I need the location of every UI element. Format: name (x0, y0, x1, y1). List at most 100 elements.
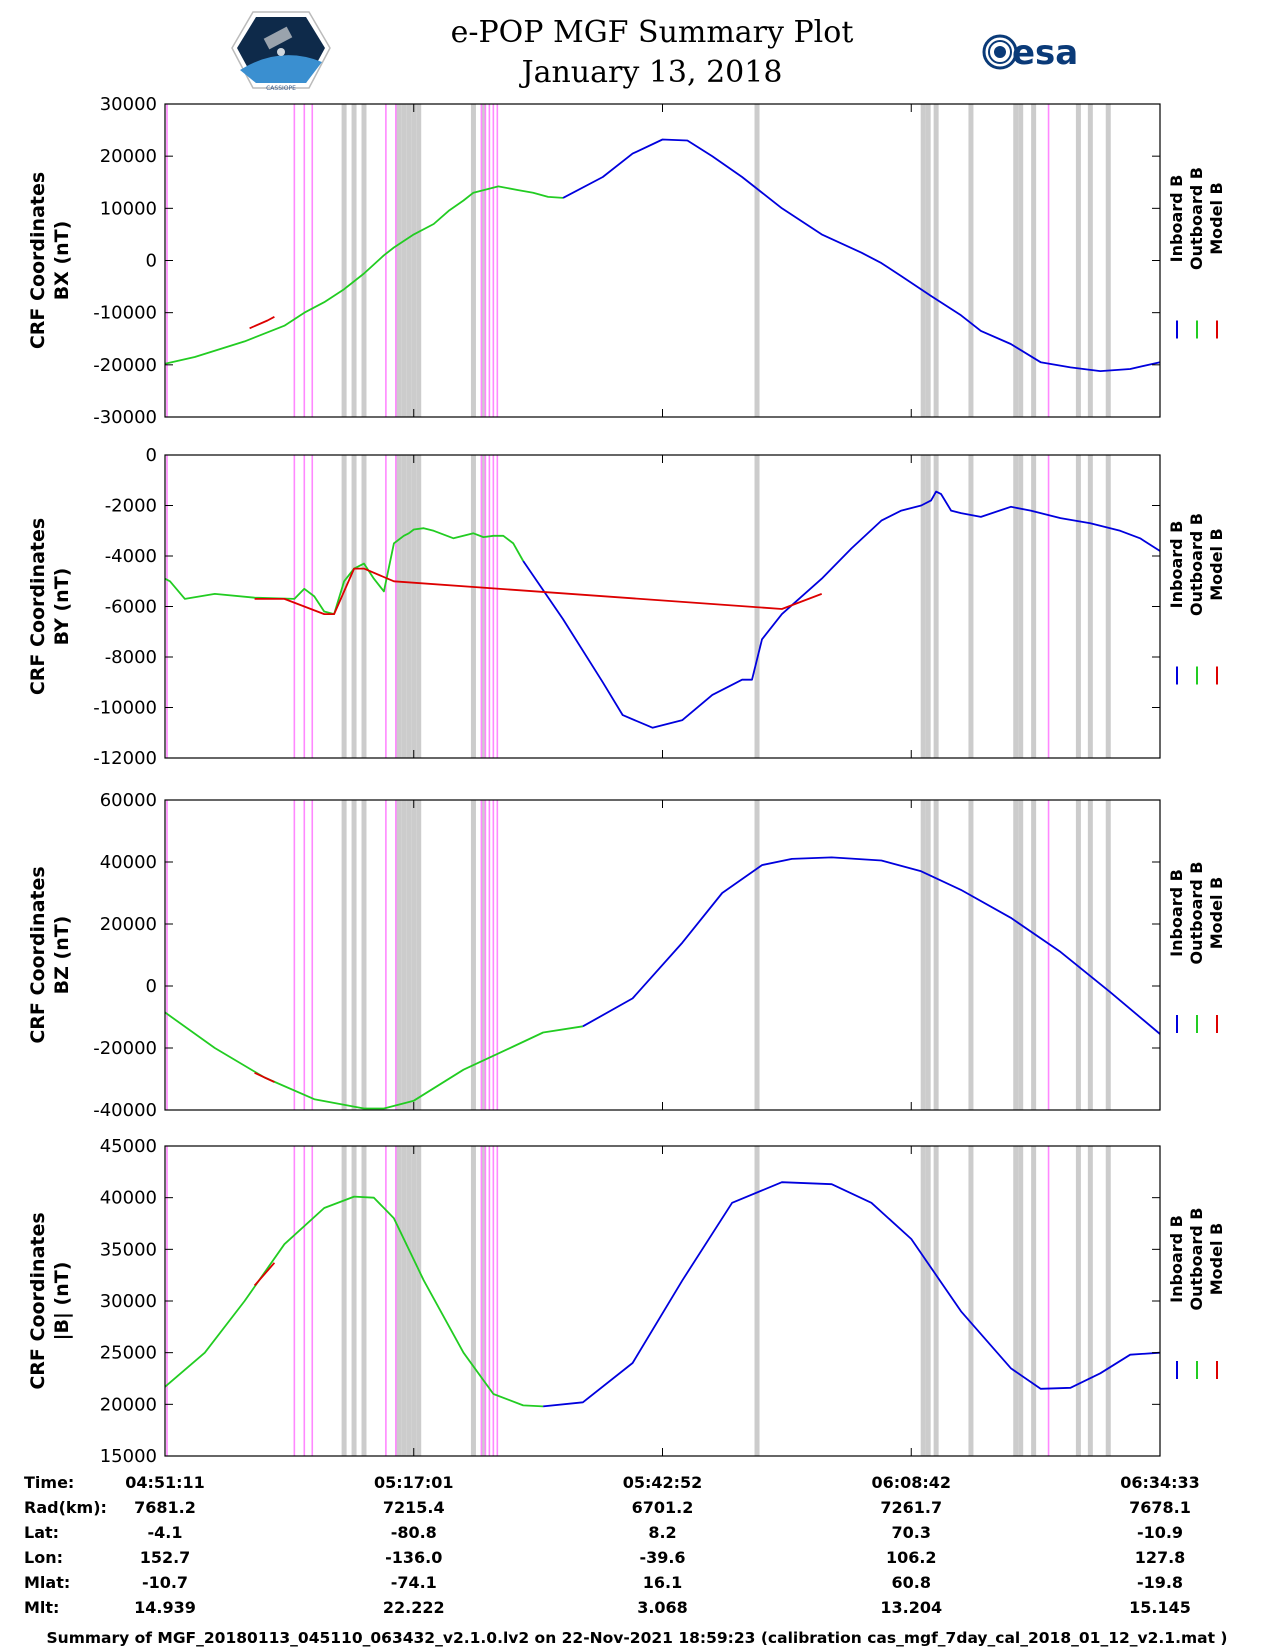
y-tick-label: -12000 (93, 748, 157, 769)
table-cell: 152.7 (140, 1548, 191, 1567)
series-inboard-b (582, 856, 1161, 1035)
y-axis-label: |B| (nT) (51, 1262, 73, 1341)
gray-marker (1087, 455, 1093, 758)
y-axis-label: CRF Coordinates (27, 866, 49, 1043)
y-tick-label: 45000 (100, 1136, 157, 1157)
table-cell: -74.1 (391, 1573, 437, 1592)
gray-marker (925, 1146, 931, 1456)
y-tick-label: 20000 (100, 146, 157, 167)
y-tick-label: -4000 (105, 546, 157, 567)
y-tick-label: 0 (146, 445, 157, 466)
table-cell: 7261.7 (880, 1498, 942, 1517)
table-cell: 60.8 (892, 1573, 931, 1592)
gray-marker (396, 1146, 402, 1456)
pink-marker (488, 104, 491, 417)
gray-marker (396, 104, 402, 417)
table-cell: -4.1 (148, 1523, 183, 1542)
plot-area (165, 104, 1160, 417)
table-cell: 106.2 (886, 1548, 937, 1567)
gray-marker (1087, 104, 1093, 417)
gray-marker (406, 1146, 412, 1456)
table-cell: -19.8 (1137, 1573, 1183, 1592)
gray-marker (1075, 455, 1081, 758)
gray-marker (406, 104, 412, 417)
gray-marker (1075, 104, 1081, 417)
y-tick-label: -8000 (105, 647, 157, 668)
gray-marker (480, 1146, 486, 1456)
series-inboard-b (543, 1181, 1161, 1408)
gray-marker (1087, 1146, 1093, 1456)
gray-marker (920, 104, 926, 417)
table-cell: 7681.2 (134, 1498, 196, 1517)
table-cell: 06:08:42 (871, 1473, 951, 1492)
legend-label: Inboard B (1167, 175, 1186, 263)
gray-marker (341, 104, 347, 417)
gray-marker (470, 800, 476, 1110)
pink-marker (496, 1146, 499, 1456)
pink-marker (311, 1146, 314, 1456)
gray-marker (925, 104, 931, 417)
gray-marker (925, 800, 931, 1110)
gray-marker (470, 1146, 476, 1456)
y-tick-label: 20000 (100, 1394, 157, 1415)
legend-label: Outboard B (1187, 167, 1206, 270)
table-cell: 04:51:11 (125, 1473, 205, 1492)
pink-marker (311, 104, 314, 417)
table-cell: 13.204 (880, 1598, 942, 1617)
gray-marker (925, 455, 931, 758)
gray-marker (1018, 104, 1024, 417)
panel-2: 0 -2000 -4000 -6000 -8000 -10000 -12000 CRF Coo… (27, 445, 1226, 769)
legend-label: Outboard B (1187, 1208, 1206, 1311)
gray-marker (1105, 455, 1111, 758)
gray-marker (401, 104, 407, 417)
y-tick-label: 0 (146, 976, 157, 997)
gray-marker (968, 800, 974, 1110)
table-row-label: Mlat: (24, 1573, 70, 1592)
gray-marker (361, 104, 367, 417)
gray-marker (341, 800, 347, 1110)
gray-marker (341, 1146, 347, 1456)
legend: Inboard B Outboard B Model B (1167, 513, 1226, 685)
legend-label: Outboard B (1187, 513, 1206, 616)
y-tick-label: 35000 (100, 1239, 157, 1260)
table-cell: 70.3 (892, 1523, 931, 1542)
pink-marker (480, 800, 483, 1110)
gray-marker (754, 104, 760, 417)
pink-marker (480, 1146, 483, 1456)
gray-marker (1018, 800, 1024, 1110)
gray-marker (754, 1146, 760, 1456)
gray-marker (361, 800, 367, 1110)
series-inboard-b (562, 138, 1161, 373)
gray-marker (933, 104, 939, 417)
pink-marker (385, 104, 387, 417)
gray-marker (1013, 104, 1019, 417)
table-cell: 05:17:01 (374, 1473, 454, 1492)
gray-marker (401, 455, 407, 758)
gray-marker (933, 455, 939, 758)
gray-marker (401, 1146, 407, 1456)
table-cell: -136.0 (385, 1548, 442, 1567)
gray-marker (1075, 1146, 1081, 1456)
gray-marker (406, 455, 412, 758)
page-date: January 13, 2018 (519, 55, 783, 90)
pink-marker (385, 455, 387, 758)
gray-marker (754, 800, 760, 1110)
pink-marker (385, 1146, 387, 1456)
pink-marker (488, 1146, 491, 1456)
pink-marker (293, 800, 296, 1110)
y-tick-label: 30000 (100, 1291, 157, 1312)
gray-marker (396, 455, 402, 758)
gray-marker (1105, 800, 1111, 1110)
gray-marker (416, 104, 422, 417)
series-outboard-b (164, 185, 564, 365)
pink-marker (480, 455, 483, 758)
pink-marker (492, 800, 495, 1110)
plot-area (165, 800, 1160, 1110)
gray-marker (351, 800, 357, 1110)
series-model-b (253, 1262, 276, 1287)
pink-marker (166, 800, 168, 1110)
legend: Inboard B Outboard B Model B (1167, 1208, 1226, 1379)
gray-marker (401, 800, 407, 1110)
legend-label: Model B (1207, 1223, 1226, 1295)
series-outboard-b (164, 1195, 544, 1408)
